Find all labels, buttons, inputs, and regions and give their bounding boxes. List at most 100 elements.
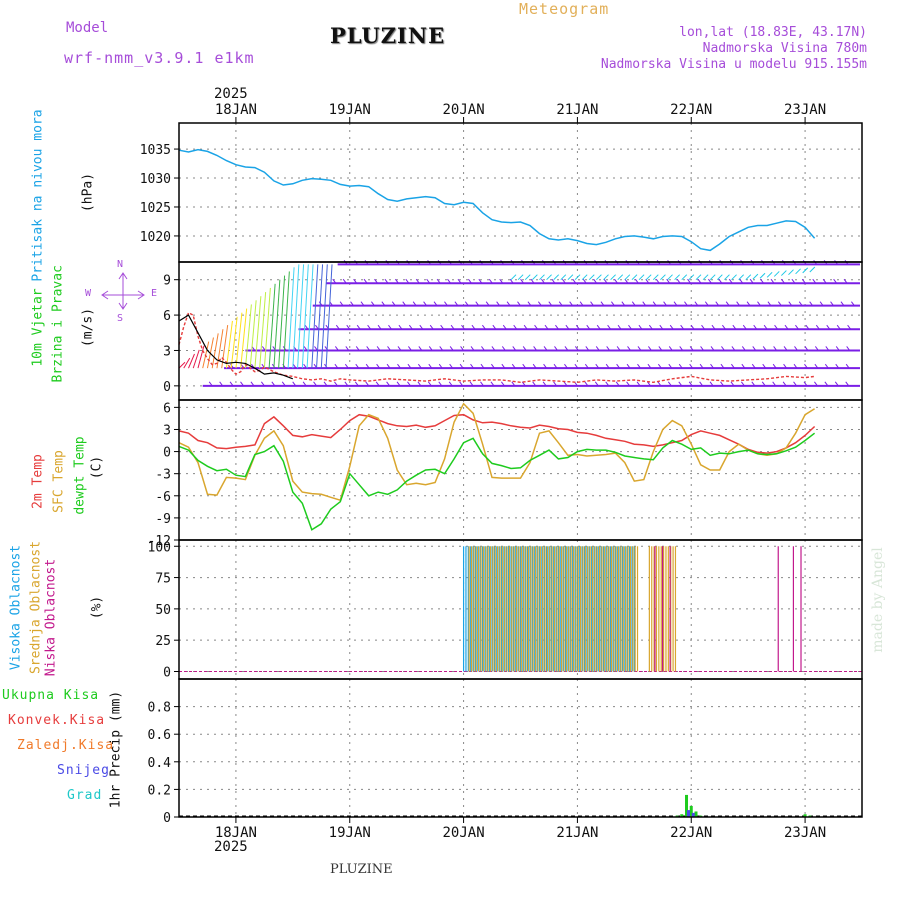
wind-barb-1: [344, 363, 349, 369]
wind-barb-0: [240, 381, 244, 387]
wind-streak-11: [230, 316, 238, 369]
temp-panel-label-2: SFC Temp: [51, 450, 67, 513]
ytick-label-precip-1: 0.2: [148, 783, 171, 798]
wind-barb-3: [555, 324, 559, 330]
wind-barb-2: [731, 346, 736, 351]
wind-barb-5: [791, 278, 796, 284]
wind-barb-0: [469, 381, 474, 387]
wind-cyan-barb: [524, 274, 531, 281]
ytick-label-temp-0: -12: [148, 534, 171, 549]
wind-barb-2: [606, 346, 611, 351]
wind-barb-5: [770, 278, 775, 284]
model-name: wrf-nmm_v3.9.1 e1km: [64, 49, 255, 67]
wind-barb-2: [627, 346, 631, 351]
wind-barb-1: [553, 363, 558, 369]
wind-cyan-barb: [581, 274, 588, 281]
wind-barb-0: [605, 381, 610, 387]
wind-barb-2: [762, 346, 767, 351]
wind-barb-1: [657, 363, 662, 369]
wind-cyan-barb: [695, 274, 702, 281]
wind-barb-0: [647, 381, 651, 387]
ytick-label-wind-2: 6: [163, 309, 171, 324]
grid-layer: [179, 123, 862, 818]
wind-barb-3: [784, 324, 789, 330]
wind-barb-3: [534, 324, 538, 330]
wind-barb-0: [511, 381, 516, 387]
wind-barb-1: [699, 363, 704, 369]
wind-streak-4: [197, 345, 205, 369]
ytick-label-temp-5: 3: [163, 423, 171, 438]
wind-line-udari: [178, 314, 294, 380]
wind-barb-1: [751, 363, 756, 369]
wind-barb-0: [334, 381, 338, 387]
wind-barb-0: [302, 381, 307, 387]
wind-barb-0: [532, 381, 537, 387]
wind-barb-0: [250, 381, 255, 387]
wind-barb-2: [595, 346, 600, 351]
wind-barb-3: [398, 324, 403, 330]
wind-barb-5: [363, 278, 368, 284]
wind-barb-5: [468, 278, 472, 284]
day-label-top-0: 18JAN: [215, 102, 257, 118]
panel-frame-temp: [178, 399, 863, 541]
wind-barb-0: [542, 381, 547, 387]
day-label-top-3: 21JAN: [556, 102, 598, 118]
day-label-bottom-1: 19JAN: [329, 825, 371, 841]
wind-barb-1: [689, 363, 694, 369]
wind-barb-4: [600, 301, 605, 306]
wind-barb-1: [491, 363, 495, 369]
wind-barb-5: [801, 278, 806, 284]
wind-barb-3: [461, 324, 465, 330]
wind-barb-1: [605, 363, 610, 369]
wind-streak-18: [263, 287, 271, 369]
elevation-text: Nadmorska Visina 780m: [702, 41, 867, 56]
wind-barb-5: [530, 278, 535, 284]
wind-streak-25: [297, 264, 305, 369]
model-elevation-text: Nadmorska Visina u modelu 915.155m: [600, 57, 867, 72]
wind-barb-1: [678, 363, 683, 369]
wind-barb-5: [593, 278, 598, 284]
wind-barb-1: [824, 363, 829, 369]
wind-barb-3: [815, 324, 820, 330]
wind-barb-3: [690, 324, 695, 330]
compass-e: E: [151, 288, 158, 299]
wind-barb-2: [814, 346, 819, 351]
wind-cyan-barb: [617, 274, 624, 281]
wind-barb-4: [558, 301, 563, 306]
wind-barb-4: [527, 301, 532, 306]
precip-legend-convective: Konvek.Kisa: [8, 713, 106, 728]
wind-barb-3: [346, 324, 351, 330]
wind-barb-1: [637, 363, 641, 369]
wind-barb-2: [345, 346, 350, 351]
ytick-label-cloud-4: 100: [148, 540, 171, 555]
wind-barb-3: [482, 324, 486, 330]
wind-barb-3: [774, 324, 778, 330]
wind-barb-1: [647, 363, 652, 369]
wind-barb-4: [454, 301, 459, 306]
lonlat-text: lon,lat (18.83E, 43.17N): [679, 25, 867, 40]
wind-cyan-barb: [745, 274, 752, 281]
wind-barb-2: [408, 346, 412, 351]
wind-barb-3: [659, 324, 664, 330]
wind-cyan-barb: [731, 274, 737, 281]
wind-barb-2: [261, 346, 266, 351]
wind-barb-1: [407, 363, 412, 369]
wind-cyan-barb: [574, 274, 581, 281]
precip-legend-total: Ukupna Kisa: [2, 688, 100, 703]
wind-barb-0: [386, 381, 390, 387]
data-layer: [178, 148, 862, 817]
wind-cyan-barb: [681, 274, 688, 281]
wind-barb-1: [616, 363, 621, 369]
cloud-panel-label-2: Srednja Oblacnost: [28, 540, 44, 675]
wind-barb-1: [845, 363, 850, 369]
wind-barb-5: [812, 278, 817, 284]
wind-barb-0: [229, 381, 234, 387]
wind-barb-3: [742, 324, 747, 330]
wind-barb-1: [668, 363, 673, 369]
wind-barb-0: [281, 381, 286, 387]
cloud-unit: (%): [89, 595, 105, 620]
wind-barb-2: [700, 346, 704, 351]
wind-barb-0: [688, 381, 693, 387]
wind-barb-2: [637, 346, 642, 351]
